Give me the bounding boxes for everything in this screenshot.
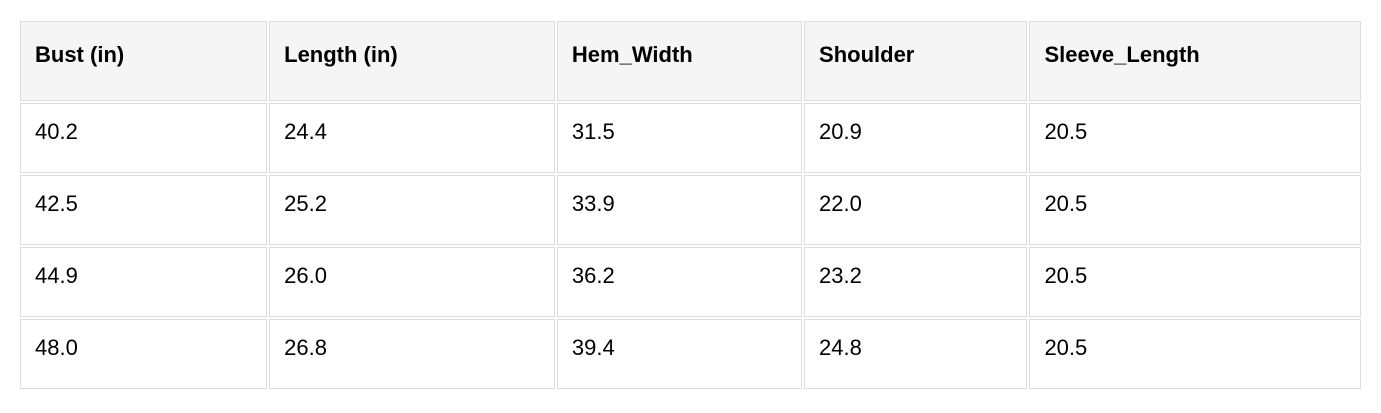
table-cell: 31.5 (556, 103, 803, 173)
column-header-shoulder: Shoulder (804, 21, 1028, 101)
table-cell: 20.9 (804, 103, 1028, 173)
table-row: 40.2 24.4 31.5 20.9 20.5 (20, 103, 1361, 173)
table-cell: 48.0 (20, 319, 268, 389)
table-cell: 23.2 (804, 247, 1028, 317)
column-header-sleeve-length: Sleeve_Length (1029, 21, 1361, 101)
table-row: 42.5 25.2 33.9 22.0 20.5 (20, 175, 1361, 245)
table-cell: 39.4 (556, 319, 803, 389)
measurements-table: Bust (in) Length (in) Hem_Width Shoulder… (18, 19, 1363, 391)
column-header-length: Length (in) (269, 21, 555, 101)
table-cell: 42.5 (20, 175, 268, 245)
table-cell: 33.9 (556, 175, 803, 245)
table-cell: 20.5 (1029, 319, 1361, 389)
table-cell: 36.2 (556, 247, 803, 317)
table-cell: 24.4 (269, 103, 555, 173)
table-cell: 20.5 (1029, 103, 1361, 173)
table-cell: 25.2 (269, 175, 555, 245)
table-row: 44.9 26.0 36.2 23.2 20.5 (20, 247, 1361, 317)
table-cell: 24.8 (804, 319, 1028, 389)
column-header-bust: Bust (in) (20, 21, 268, 101)
table-cell: 44.9 (20, 247, 268, 317)
header-row: Bust (in) Length (in) Hem_Width Shoulder… (20, 21, 1361, 101)
column-header-hem-width: Hem_Width (556, 21, 803, 101)
table-row: 48.0 26.8 39.4 24.8 20.5 (20, 319, 1361, 389)
table-cell: 20.5 (1029, 175, 1361, 245)
table-cell: 22.0 (804, 175, 1028, 245)
table-cell: 26.8 (269, 319, 555, 389)
table-cell: 40.2 (20, 103, 268, 173)
table-cell: 26.0 (269, 247, 555, 317)
table-cell: 20.5 (1029, 247, 1361, 317)
